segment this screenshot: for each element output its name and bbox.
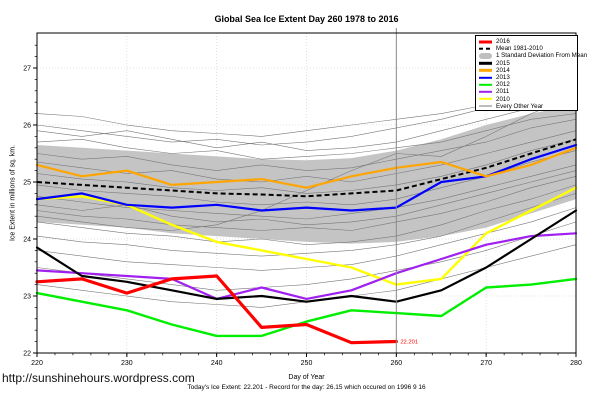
legend-item-1-standard-deviation-from-mean: 1 Standard Deviation From Mean	[479, 52, 587, 59]
legend-item-2015: 2015	[479, 60, 577, 67]
x-tick-label: 250	[301, 360, 313, 367]
series-2014	[35, 146, 578, 189]
x-tick-label: 260	[390, 360, 402, 367]
legend-item-2014: 2014	[479, 67, 577, 74]
legend-item-2011: 2011	[479, 88, 577, 95]
legend-swatch	[479, 81, 493, 88]
footer-url: http://sunshinehours.wordpress.com	[2, 371, 195, 385]
series-2016	[35, 274, 398, 345]
legend-label: 2013	[496, 74, 510, 82]
x-axis-title: Day of Year	[288, 374, 325, 381]
legend-label: 1 Standard Deviation From Mean	[496, 52, 588, 60]
legend-swatch	[479, 88, 493, 95]
legend-swatch	[479, 38, 493, 45]
legend-item-2012: 2012	[479, 81, 577, 88]
legend-swatch	[479, 103, 493, 110]
footer-caption: Today's Ice Extent: 22.201 - Record for …	[187, 384, 426, 391]
y-tick-label: 24	[23, 237, 31, 244]
background-year-line-2	[36, 99, 577, 151]
legend-swatch	[479, 52, 493, 59]
legend-label: 2012	[496, 81, 510, 89]
legend-label: Mean 1981-2010	[496, 45, 543, 53]
legend-item-every-other-year: Every Other Year	[479, 103, 577, 110]
legend-box: 2016 Mean 1981-2010 1 Standard Deviation F…	[475, 35, 587, 111]
y-tick-label: 23	[23, 294, 31, 301]
background-year-line-11	[36, 96, 577, 231]
series-2011	[35, 232, 578, 300]
legend-label: 2011	[496, 88, 510, 96]
std-dev-band	[37, 105, 576, 244]
x-tick-label: 270	[480, 360, 492, 367]
x-tick-label: 280	[570, 360, 582, 367]
background-year-line-6	[36, 139, 577, 194]
legend-swatch	[479, 67, 493, 74]
background-year-line-5	[36, 130, 577, 183]
background-year-line-3	[36, 113, 577, 160]
background-year-line-15	[36, 221, 577, 291]
legend-label: 2016	[496, 38, 510, 46]
legend-item-2010: 2010	[479, 96, 577, 103]
legend-item-2016: 2016	[479, 38, 577, 45]
y-axis-title: Ice Extent in millions of sq. km.	[9, 144, 17, 242]
y-tick-label: 27	[23, 66, 31, 73]
background-year-line-13	[36, 193, 577, 257]
x-tick-label: 230	[121, 360, 133, 367]
y-tick-label: 26	[23, 123, 31, 130]
legend-label: Every Other Year	[496, 102, 544, 110]
legend-item-2013: 2013	[479, 74, 577, 81]
legend-swatch	[479, 60, 493, 67]
legend-swatch	[479, 74, 493, 81]
background-year-line-10	[36, 176, 577, 231]
y-tick-label: 25	[23, 180, 31, 187]
y-tick-label: 22	[23, 351, 31, 358]
background-year-line-12	[36, 184, 577, 246]
background-year-line-8	[36, 164, 577, 220]
legend-swatch	[479, 96, 493, 103]
legend-label: 2015	[496, 59, 510, 67]
series-2012	[35, 277, 578, 338]
latest-value-annotation: 22.201	[400, 340, 418, 346]
legend-label: 2010	[496, 95, 510, 103]
legend-swatch	[479, 45, 493, 52]
x-tick-label: 240	[211, 360, 223, 367]
mean-line	[36, 138, 577, 198]
chart-title: Global Sea Ice Extent Day 260 1978 to 20…	[214, 14, 399, 24]
legend-label: 2014	[496, 66, 510, 74]
x-tick-label: 220	[31, 360, 43, 367]
series-2015	[35, 209, 578, 303]
background-year-line-4	[36, 119, 577, 171]
legend-item-mean-1981-2010: Mean 1981-2010	[479, 45, 577, 52]
